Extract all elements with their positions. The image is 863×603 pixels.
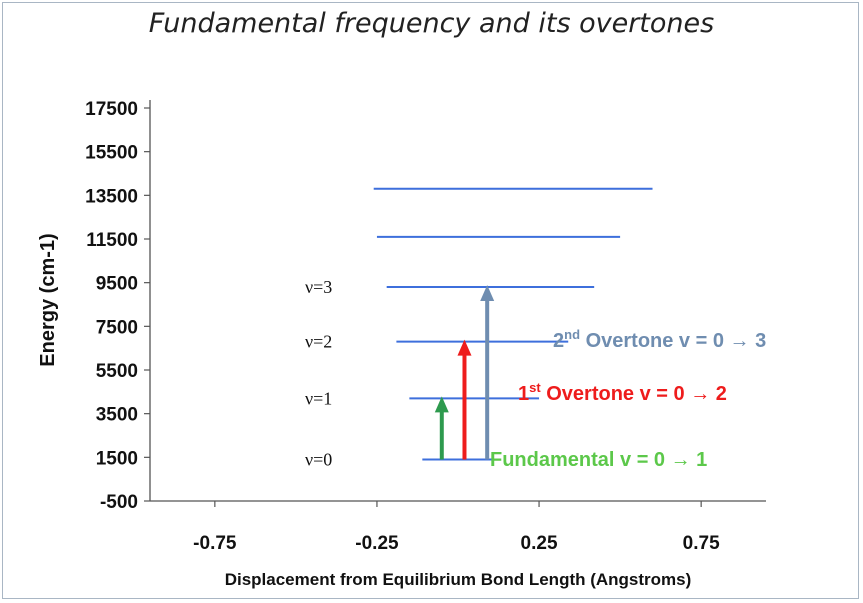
axes (149, 100, 766, 502)
y-tick-label: 11500 (86, 230, 138, 251)
y-tick-label: 13500 (85, 186, 138, 207)
y-axis-label: Energy (cm-1) (37, 233, 59, 366)
y-tick-label: 1500 (96, 448, 138, 469)
transition-annotation: Fundamental v = 0 → 1 (490, 449, 707, 471)
x-tick-label: -0.75 (193, 533, 237, 554)
y-tick-label: 3500 (96, 405, 138, 426)
transition-arrow (457, 339, 472, 460)
x-tick-label: 0.75 (683, 533, 720, 554)
x-axis-label: Displacement from Equilibrium Bond Lengt… (225, 570, 692, 589)
energy-level-label: ν=3 (305, 277, 332, 297)
transition-arrow (434, 396, 449, 460)
y-tick-label: 17500 (85, 99, 138, 120)
transition-arrow-head (434, 396, 449, 413)
y-tick-label: 7500 (96, 317, 138, 338)
y-tick-label: -500 (100, 492, 138, 513)
transition-arrow (480, 285, 495, 460)
chart-title: Fundamental frequency and its overtones (148, 8, 715, 39)
y-tick-label: 9500 (96, 274, 138, 295)
x-tick-label: 0.25 (521, 533, 558, 554)
energy-level-label: ν=1 (305, 388, 332, 408)
transition-arrow-head (457, 339, 472, 356)
energy-level-label: ν=2 (305, 332, 332, 352)
y-tick-label: 5500 (96, 361, 138, 382)
transition-annotation: 2nd Overtone v = 0 → 3 (553, 327, 766, 352)
transition-annotation: 1st Overtone v = 0 → 2 (518, 380, 727, 405)
transition-arrow-head (480, 285, 495, 302)
y-tick-label: 15500 (85, 143, 138, 164)
energy-level-label: ν=0 (305, 450, 332, 470)
x-tick-label: -0.25 (355, 533, 399, 554)
